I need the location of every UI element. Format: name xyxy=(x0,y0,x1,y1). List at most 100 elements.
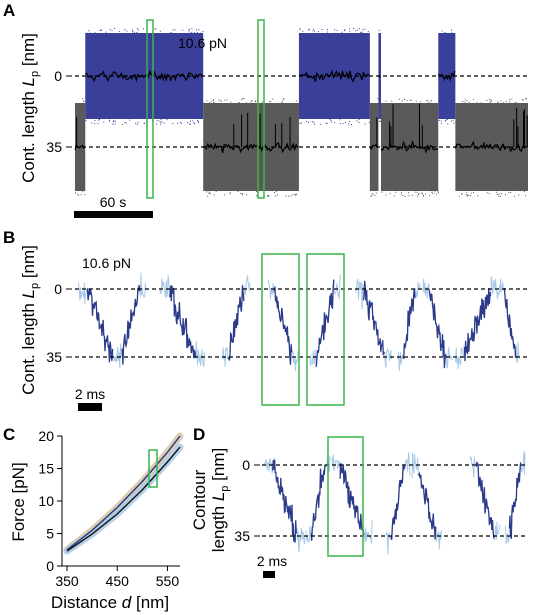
panel-a-noise-dot xyxy=(499,195,501,197)
panel-a-noise-dot xyxy=(212,100,214,102)
panel-a-noise-dot xyxy=(490,102,492,104)
panel-d-transition-trace xyxy=(272,459,297,543)
panel-a-noise-dot xyxy=(193,122,195,124)
panel-a-noise-dot xyxy=(509,101,511,103)
panel-a-noise-dot xyxy=(393,195,395,197)
panel-a-noise-dot xyxy=(504,194,506,196)
panel-a-noise-dot xyxy=(437,192,439,194)
panel-a-noise-dot xyxy=(438,119,440,121)
panel-a-noise-dot xyxy=(491,100,493,102)
panel-a-noise-dot xyxy=(319,123,321,125)
panel-a-noise-dot xyxy=(334,122,336,124)
panel-a-noise-dot xyxy=(472,98,474,100)
panel-a-noise-dot xyxy=(294,193,296,195)
panel-a-highlight-box-1 xyxy=(146,19,154,199)
panel-a-mean-trace xyxy=(369,143,378,150)
panel-b-transition-trace xyxy=(168,285,197,359)
panel-a-noise-dot xyxy=(511,98,513,100)
panel-a-noise-dot xyxy=(436,193,438,195)
panel-a-noise-dot xyxy=(357,29,359,31)
panel-a-noise-dot xyxy=(98,119,100,121)
panel-b-transition-trace xyxy=(273,286,293,365)
panel-a-noise-dot xyxy=(230,101,232,103)
panel-b-scalebar xyxy=(78,403,102,411)
panel-a-noise-dot xyxy=(88,30,90,32)
panel-a-noise-dot xyxy=(414,191,416,193)
panel-a-noise-dot xyxy=(344,29,346,31)
panel-a-noise-dot xyxy=(270,100,272,102)
panel-a-noise-dot xyxy=(245,102,247,104)
panel-a-noise-dot xyxy=(509,102,511,104)
panel-a-noise-dot xyxy=(250,102,252,104)
panel-a-noise-dot xyxy=(99,29,101,31)
panel-a-noise-dot xyxy=(461,193,463,195)
panel-c-curves xyxy=(63,432,184,555)
panel-a-noise-dot xyxy=(498,193,500,195)
panel-b-noise-trace xyxy=(397,281,421,372)
panel-c-xtick-label: 450 xyxy=(106,573,130,589)
panel-a-noise-dot xyxy=(361,31,363,33)
panel-a-noise-dot xyxy=(275,195,277,197)
panel-a-noise-dot xyxy=(514,195,516,197)
panel-a-noise-dot xyxy=(233,102,235,104)
panel-a-noise-dot xyxy=(122,123,124,125)
panel-a-noise-dot xyxy=(426,100,428,102)
panel-a-noise-dot xyxy=(441,30,443,32)
panel-a-noise-dot xyxy=(194,122,196,124)
panel-a-noise-dot xyxy=(391,100,393,102)
panel-a-noise-dot xyxy=(275,191,277,193)
panel-a-noise-dot xyxy=(352,32,354,34)
panel-b: B 0 35 Cont. length Lp [nm] 10.6 pN 2 ms xyxy=(3,228,528,411)
panel-d-ylabel-line1: Contour xyxy=(190,469,209,530)
panel-a-noise-dot xyxy=(242,194,244,196)
panel-a-noise-dot xyxy=(500,100,502,102)
panel-a-noise-dot xyxy=(381,191,383,193)
panel-a-noise-dot xyxy=(251,100,253,102)
panel-a-noise-dot xyxy=(98,32,100,34)
panel-a-noise-dot xyxy=(254,101,256,103)
panel-a-ytick-label-0: 0 xyxy=(54,68,62,84)
panel-a-noise-dot xyxy=(196,29,198,31)
panel-a-noise-dot xyxy=(189,123,191,125)
panel-a-noise-dot xyxy=(136,123,138,125)
panel-a-noise-dot xyxy=(395,191,397,193)
panel-a-noise-dot xyxy=(369,121,371,123)
panel-a-noise-dot xyxy=(472,192,474,194)
panel-a-noise-dot xyxy=(103,121,105,123)
panel-c-fit-line-2 xyxy=(66,446,181,552)
panel-a-noise-dot xyxy=(378,29,380,31)
panel-a-noise-dot xyxy=(331,121,333,123)
panel-a-noise-dot xyxy=(510,192,512,194)
panel-a-noise-dot xyxy=(423,194,425,196)
panel-a-noise-dot xyxy=(367,31,369,33)
panel-a-noise-dot xyxy=(326,29,328,31)
panel-a-noise-dot xyxy=(432,192,434,194)
panel-a-noise-dot xyxy=(215,191,217,193)
panel-b-transition-trace xyxy=(402,289,416,359)
panel-c-ytick-label: 5 xyxy=(46,526,54,542)
panel-b-highlight-box-1 xyxy=(261,253,300,406)
panel-a-noise-dot xyxy=(86,32,88,34)
panel-a-noise-dot xyxy=(334,29,336,31)
panel-a-noise-dot xyxy=(312,30,314,32)
panel-a-noise-dot xyxy=(362,29,364,31)
panel-a-noise-dot xyxy=(364,28,366,30)
panel-a-noise-dot xyxy=(398,98,400,100)
panel-a-noise-dot xyxy=(379,120,381,122)
panel-a-noise-dot xyxy=(166,119,168,121)
panel-a-noise-dot xyxy=(113,28,115,30)
panel-c-xlabel: Distance d [nm] xyxy=(51,593,169,612)
panel-a-noise-dot xyxy=(410,99,412,101)
panel-a-noise-dot xyxy=(109,29,111,31)
panel-a-noise-dot xyxy=(400,191,402,193)
panel-a-noise-dot xyxy=(411,194,413,196)
panel-a-noise-dot xyxy=(429,195,431,197)
panel-a-noise-dot xyxy=(358,119,360,121)
panel-a-noise-dot xyxy=(488,98,490,100)
panel-a-noise-dot xyxy=(250,100,252,102)
panel-a-noise-dot xyxy=(129,119,131,121)
panel-a-noise-dot xyxy=(497,102,499,104)
panel-a-noise-dot xyxy=(281,100,283,102)
panel-a-noise-dot xyxy=(208,102,210,104)
panel-a-noise-dot xyxy=(348,123,350,125)
